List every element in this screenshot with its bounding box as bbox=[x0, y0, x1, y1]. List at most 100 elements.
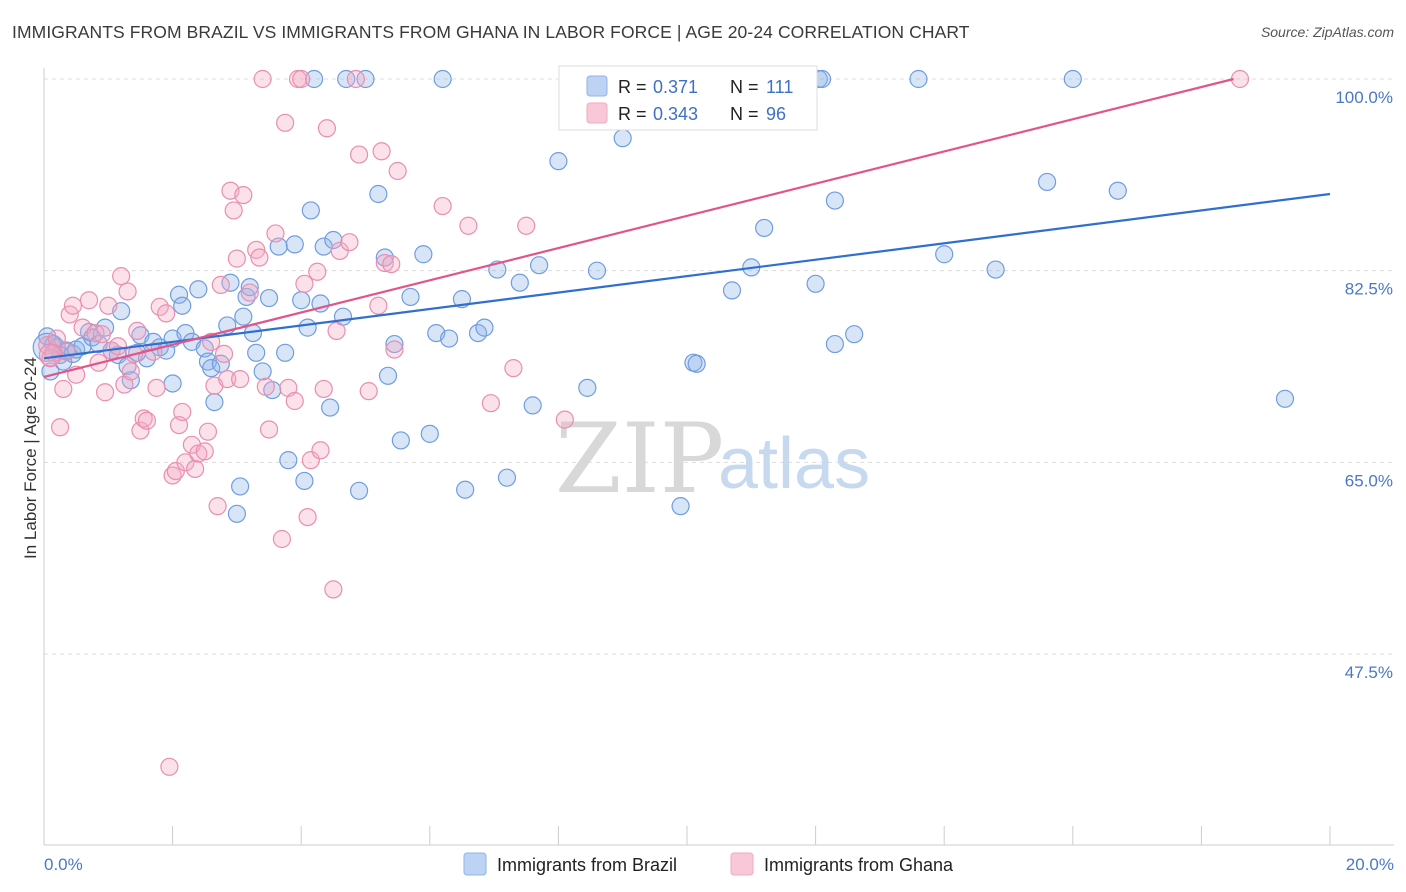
ghana-point bbox=[250, 248, 269, 267]
ghana-point bbox=[131, 421, 150, 440]
ghana-point bbox=[50, 418, 70, 437]
ghana-point bbox=[295, 274, 314, 293]
brazil-point bbox=[253, 362, 272, 381]
ghana-point bbox=[227, 249, 246, 268]
ghana-point bbox=[195, 442, 214, 461]
legend-swatch-ghana bbox=[586, 102, 608, 124]
legend-n-label-ghana: N = bbox=[730, 104, 759, 124]
brazil-point bbox=[378, 366, 398, 385]
brazil-point bbox=[935, 245, 954, 264]
y-tick-label-1: 65.0% bbox=[1345, 471, 1393, 490]
ghana-point bbox=[359, 382, 378, 401]
ghana-point bbox=[256, 377, 275, 396]
ghana-point bbox=[504, 359, 523, 378]
brazil-point bbox=[671, 497, 690, 516]
ghana-point bbox=[218, 369, 237, 389]
y-tick-label-0: 47.5% bbox=[1345, 663, 1393, 682]
ghana-point bbox=[459, 216, 478, 235]
brazil-point bbox=[304, 69, 324, 89]
ghana-point bbox=[311, 441, 330, 460]
legend-n-label-brazil: N = bbox=[730, 77, 759, 97]
ghana-point bbox=[272, 529, 292, 549]
brazil-point bbox=[189, 280, 208, 299]
ghana-point bbox=[63, 296, 83, 315]
ghana-point bbox=[95, 383, 115, 402]
ghana-point bbox=[186, 459, 205, 479]
ghana-point bbox=[285, 391, 304, 411]
ghana-point bbox=[54, 379, 73, 399]
brazil-point bbox=[687, 354, 706, 373]
bottom-legend-label-ghana: Immigrants from Ghana bbox=[764, 855, 954, 875]
brazil-point bbox=[234, 307, 253, 326]
y-tick-label-3: 100.0% bbox=[1335, 88, 1393, 107]
y-axis-label: In Labor Force | Age 20-24 bbox=[21, 357, 40, 559]
stats-legend: R = 0.371 N = 111 R = 0.343 N = 96 bbox=[558, 65, 818, 131]
ghana-point bbox=[99, 296, 118, 315]
legend-r-label-ghana: R = bbox=[618, 104, 647, 124]
ghana-point bbox=[259, 420, 279, 439]
legend-swatch-brazil bbox=[586, 75, 608, 97]
grid-lines bbox=[44, 78, 1394, 655]
brazil-point bbox=[356, 69, 375, 89]
ghana-point bbox=[388, 161, 407, 181]
ghana-point bbox=[1230, 69, 1250, 89]
ghana-point-cluster bbox=[38, 343, 63, 367]
ghana-point bbox=[481, 394, 500, 413]
watermark: ZIP atlas bbox=[555, 403, 870, 515]
ghana-point bbox=[92, 325, 111, 344]
brazil-point bbox=[298, 318, 317, 337]
ghana-point bbox=[301, 451, 320, 470]
brazil-point bbox=[909, 69, 928, 89]
brazil-point bbox=[295, 471, 314, 491]
brazil-point bbox=[202, 359, 221, 378]
brazil-point bbox=[420, 424, 439, 443]
brazil-point bbox=[205, 392, 224, 412]
brazil-point bbox=[587, 261, 607, 280]
trend-lines bbox=[43, 77, 1331, 378]
brazil-point bbox=[259, 288, 279, 308]
brazil-point bbox=[169, 285, 189, 304]
brazil-point bbox=[276, 343, 295, 362]
brazil-point bbox=[285, 235, 304, 254]
brazil-point bbox=[549, 152, 568, 171]
ghana-point bbox=[308, 262, 327, 281]
brazil-point bbox=[497, 468, 517, 487]
brazil-point bbox=[475, 318, 494, 337]
bottom-legend-label-brazil: Immigrants from Brazil bbox=[497, 855, 677, 875]
source-label: Source: ZipAtlas.com bbox=[1260, 24, 1394, 40]
ghana-point bbox=[176, 453, 195, 472]
ghana-point bbox=[121, 362, 140, 381]
watermark-atlas: atlas bbox=[718, 424, 870, 504]
brazil-point bbox=[845, 325, 864, 344]
ghana-point bbox=[433, 196, 452, 216]
ghana-point bbox=[128, 321, 147, 341]
ghana-point bbox=[555, 410, 574, 429]
brazil-point bbox=[510, 273, 529, 292]
chart-title: IMMIGRANTS FROM BRAZIL VS IMMIGRANTS FRO… bbox=[12, 22, 970, 42]
ghana-point bbox=[240, 283, 259, 302]
ghana-point bbox=[224, 201, 243, 220]
brazil-point bbox=[1108, 181, 1127, 200]
series-legend: Immigrants from Brazil Immigrants from G… bbox=[463, 852, 954, 876]
axes bbox=[43, 68, 1394, 846]
brazil-point bbox=[986, 260, 1005, 279]
ghana-point bbox=[157, 304, 176, 323]
brazil-trend-line bbox=[43, 192, 1331, 360]
ghana-point bbox=[147, 378, 166, 397]
brazil-point bbox=[321, 398, 340, 417]
ghana-point bbox=[211, 275, 230, 295]
x-tick-labels: 0.0% 20.0% bbox=[44, 855, 1394, 874]
ghana-point bbox=[349, 145, 369, 164]
brazil-point bbox=[755, 218, 774, 238]
ghana-point bbox=[160, 757, 179, 776]
ghana-point bbox=[173, 402, 192, 422]
brazil-point bbox=[414, 245, 433, 264]
brazil-point bbox=[369, 184, 388, 204]
brazil-point bbox=[227, 504, 246, 523]
ghana-point bbox=[214, 344, 234, 364]
brazil-point bbox=[722, 281, 742, 300]
brazil-point bbox=[163, 374, 182, 393]
brazil-point bbox=[349, 481, 369, 500]
ghana-point bbox=[327, 321, 346, 341]
